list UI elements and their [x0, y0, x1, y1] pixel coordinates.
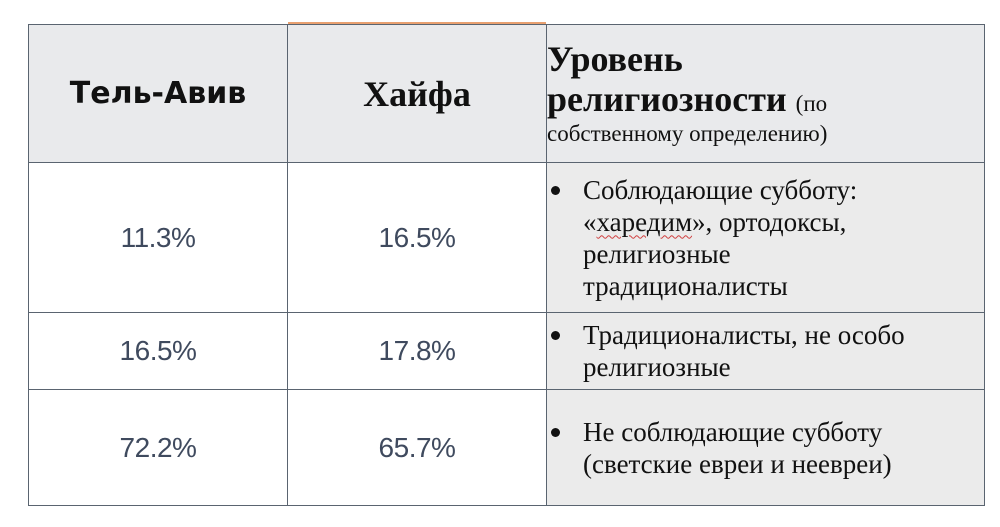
header-haifa-label: Хайфа — [363, 73, 471, 114]
haifa-value: 65.7% — [287, 389, 547, 506]
tel-aviv-value: 72.2% — [28, 389, 288, 506]
header-haifa: Хайфа — [287, 24, 547, 163]
table-row: 72.2% 65.7% Не соблюдающие субботу (свет… — [28, 389, 985, 506]
haifa-value: 17.8% — [287, 312, 547, 390]
header-row: Тель-Авив Хайфа Уровень религиозности (п… — [28, 24, 985, 163]
header-tel-aviv: Тель-Авив — [28, 24, 288, 163]
header-note-part2: собственному определению) — [547, 120, 828, 146]
header-religiosity: Уровень религиозности (по собственному о… — [546, 24, 985, 163]
tel-aviv-value: 16.5% — [28, 312, 288, 390]
tel-aviv-value: 11.3% — [28, 162, 288, 313]
quote-close-text: », ортодоксы, — [692, 206, 847, 237]
bullet-item: Традиционалисты, не особо — [548, 319, 984, 351]
description-line-2: (светские евреи и неевреи) — [583, 448, 892, 479]
header-tel-aviv-label: Тель-Авив — [69, 76, 247, 111]
description-line-2: религиозные — [583, 352, 731, 382]
religiosity-description: Традиционалисты, не особо религиозные — [546, 312, 985, 390]
religiosity-description: Не соблюдающие субботу (светские евреи и… — [546, 389, 985, 506]
table-row: 16.5% 17.8% Традиционалисты, не особо ре… — [28, 312, 985, 390]
table-row: 11.3% 16.5% Соблюдающие субботу: «хареди… — [28, 162, 985, 313]
bullet-icon — [551, 185, 560, 195]
description-line-3: религиозные — [583, 238, 731, 269]
header-religiosity-line1: Уровень — [547, 38, 683, 79]
bullet-icon — [551, 331, 560, 340]
header-religiosity-line2: религиозности (по — [547, 78, 984, 119]
description-line: Соблюдающие субботу: — [583, 174, 858, 205]
religiosity-table: Тель-Авив Хайфа Уровень религиозности (п… — [28, 24, 985, 506]
haifa-value: 16.5% — [287, 162, 547, 313]
description-line: Не соблюдающие субботу — [583, 416, 883, 447]
bullet-item: Соблюдающие субботу: — [548, 174, 984, 206]
spellcheck-word: харедим — [596, 206, 693, 237]
header-note-part1: (по — [795, 90, 828, 116]
header-religiosity-word: религиозности — [547, 78, 787, 119]
bullet-item: Не соблюдающие субботу — [548, 416, 984, 448]
quote-open: « — [583, 206, 597, 237]
accent-line — [288, 22, 546, 24]
description-line-4: традиционалисты — [583, 270, 788, 301]
bullet-icon — [551, 427, 560, 437]
religiosity-description: Соблюдающие субботу: «харедим», ортодокс… — [546, 162, 985, 313]
description-line-2: «харедим», ортодоксы, — [548, 206, 984, 238]
description-line: Традиционалисты, не особо — [583, 320, 905, 350]
